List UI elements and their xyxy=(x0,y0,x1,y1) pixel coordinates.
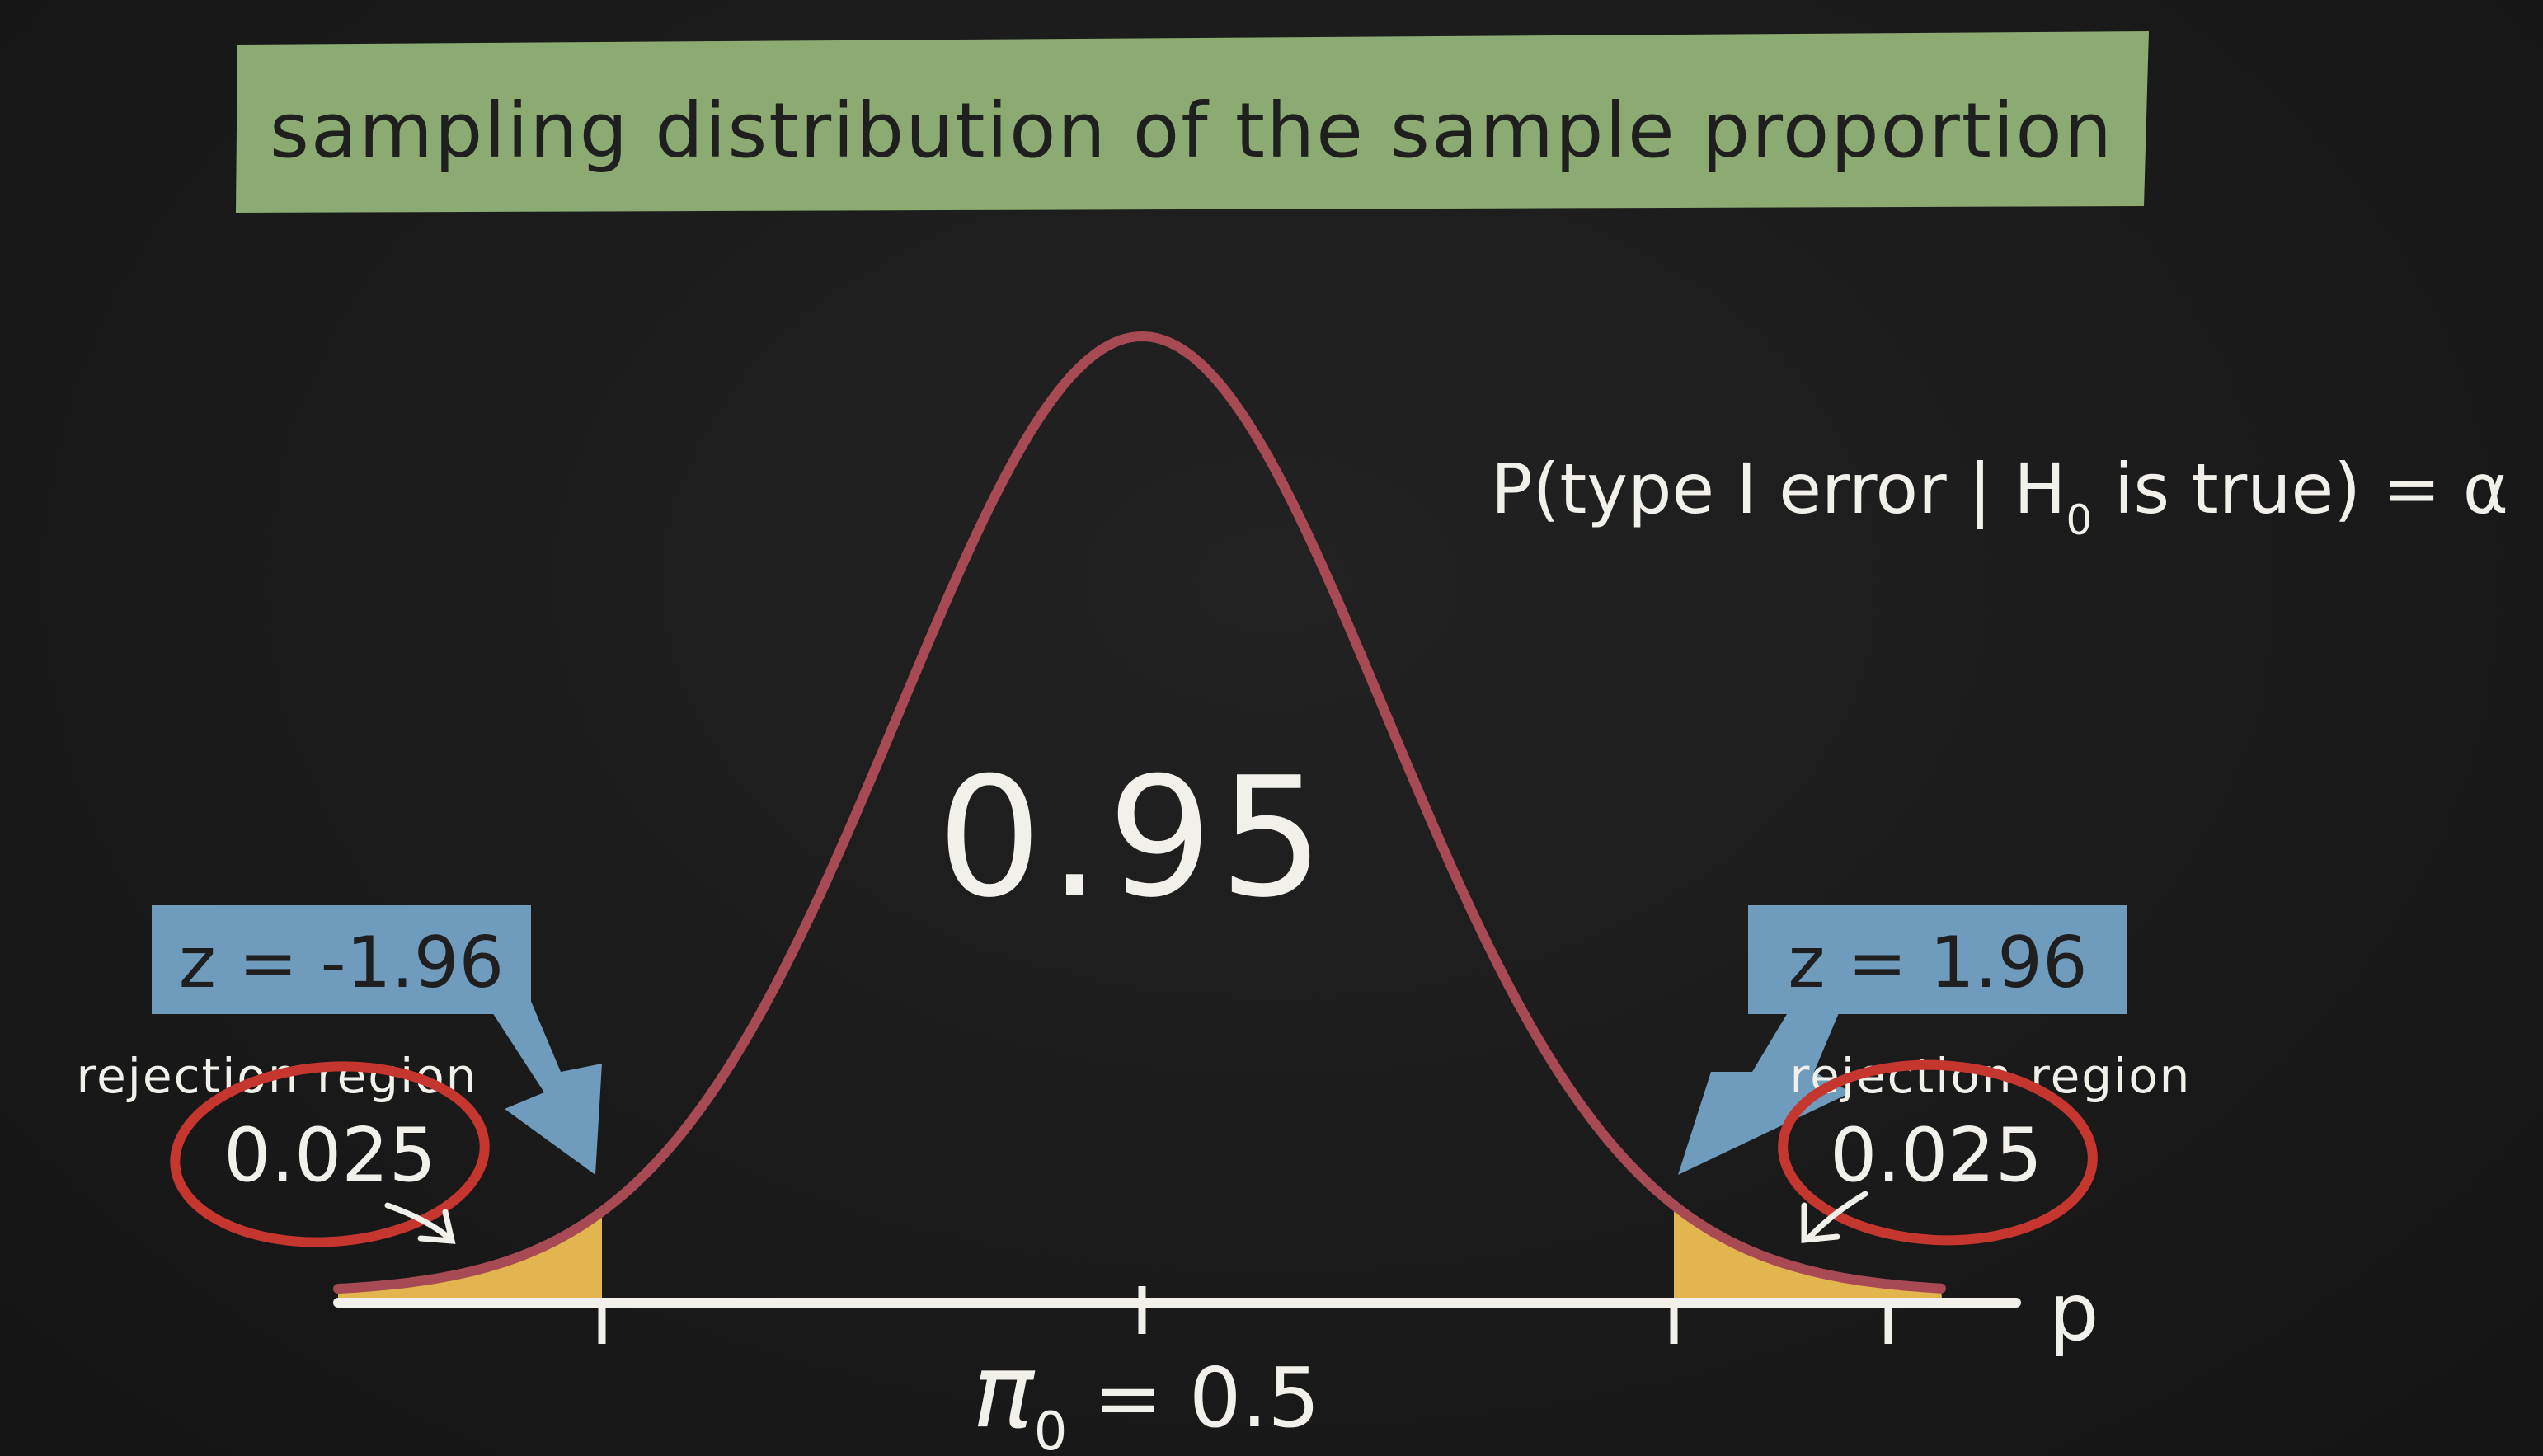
right-rejection-region: rejection region 0.025 xyxy=(1778,1048,2189,1246)
right-callout-box xyxy=(1748,905,2127,1014)
axis-variable-label: p xyxy=(2049,1266,2099,1359)
right-area-circle xyxy=(1778,1059,2098,1246)
left-callout-arrow xyxy=(480,993,602,1175)
right-tail-shading xyxy=(1674,1205,1942,1299)
left-z-label: z = -1.96 xyxy=(179,922,504,1004)
title-banner-background xyxy=(236,31,2149,213)
right-callout-arrow xyxy=(1678,993,1851,1175)
left-z-callout: z = -1.96 xyxy=(152,905,602,1175)
null-value: = 0.5 xyxy=(1067,1350,1319,1446)
left-area-value: 0.025 xyxy=(223,1112,436,1199)
null-symbol: π xyxy=(972,1332,1036,1451)
formula-prefix: P(type I error | H xyxy=(1491,449,2066,529)
null-value-label: π0 = 0.5 xyxy=(972,1332,1320,1456)
left-tail-shading xyxy=(338,1211,602,1299)
formula-suffix: is true) = α xyxy=(2092,449,2508,529)
left-pointer-arrow xyxy=(384,1202,456,1244)
right-area-value: 0.025 xyxy=(1830,1112,2042,1199)
p-axis: p π0 = 0.5 xyxy=(333,1266,2099,1456)
title-text: sampling distribution of the sample prop… xyxy=(270,87,2113,175)
bell-curve xyxy=(333,331,1946,1294)
center-area-label: 0.95 xyxy=(937,742,1330,934)
right-z-label: z = 1.96 xyxy=(1788,922,2087,1004)
type-one-error-formula: P(type I error | H0 is true) = α xyxy=(1491,449,2508,544)
formula-subscript: 0 xyxy=(2066,496,2092,544)
left-callout-box xyxy=(152,905,531,1014)
left-area-circle xyxy=(170,1061,490,1247)
right-z-callout: z = 1.96 xyxy=(1678,905,2127,1175)
right-pointer-arrow xyxy=(1801,1191,1868,1243)
null-subscript: 0 xyxy=(1034,1402,1068,1456)
left-rejection-region: rejection region 0.025 xyxy=(77,1048,490,1247)
title-banner: sampling distribution of the sample prop… xyxy=(236,31,2149,213)
